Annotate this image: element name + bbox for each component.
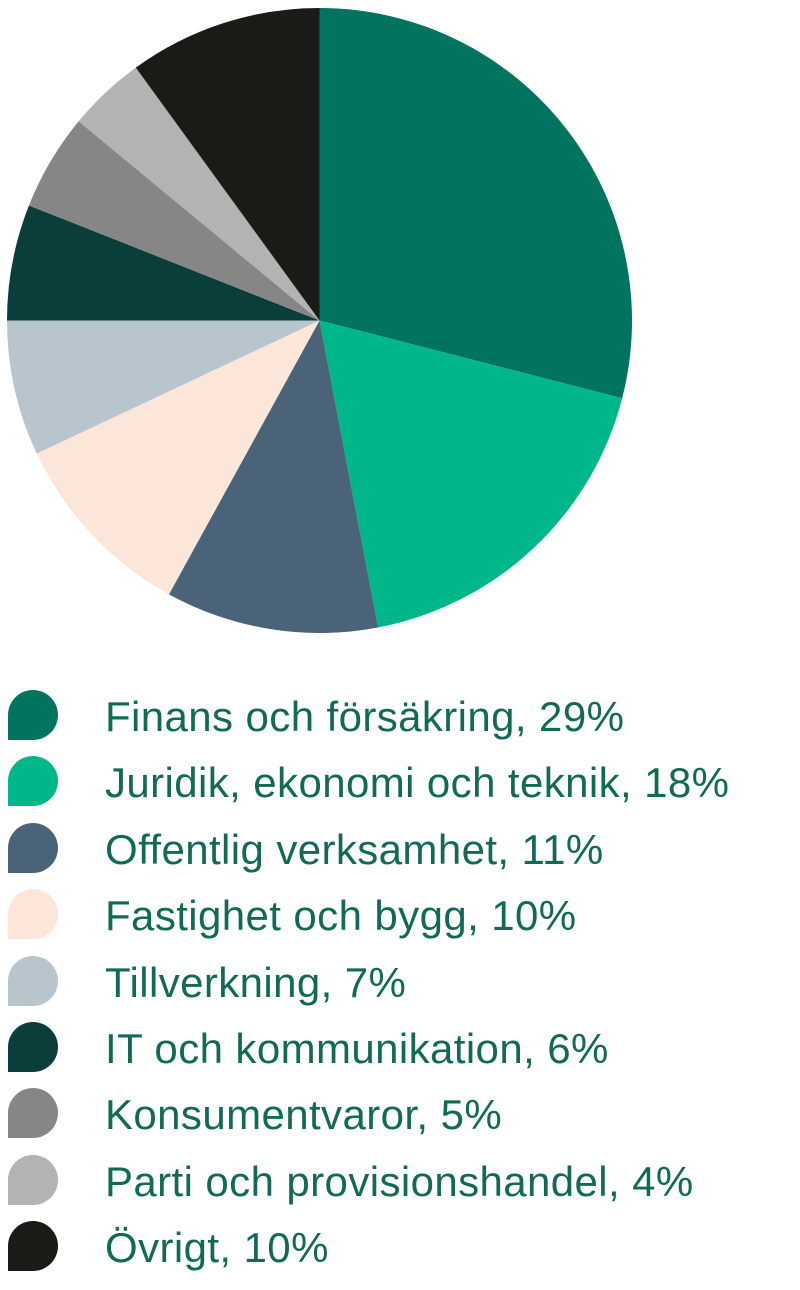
legend-item: Parti och provisionshandel, 4%	[8, 1154, 729, 1205]
legend-label: Tillverkning, 7%	[105, 958, 407, 1006]
legend-swatch-icon	[8, 1021, 58, 1072]
legend-item: Tillverkning, 7%	[8, 955, 729, 1006]
legend-swatch-icon	[8, 1154, 58, 1205]
pie-chart	[7, 8, 632, 633]
legend-swatch-icon	[8, 756, 58, 807]
legend-label: Juridik, ekonomi och teknik, 18%	[105, 759, 730, 807]
legend-label: Parti och provisionshandel, 4%	[105, 1157, 694, 1205]
legend-item: Finans och försäkring, 29%	[8, 690, 729, 740]
pie-slice	[78, 67, 320, 321]
legend-item: Konsumentvaror, 5%	[8, 1088, 729, 1139]
legend-label: IT och kommunikation, 6%	[105, 1024, 609, 1072]
pie-slice	[7, 205, 320, 321]
legend-label: Konsumentvaror, 5%	[105, 1091, 503, 1139]
legend-item: Fastighet och bygg, 10%	[8, 889, 729, 940]
legend-item: Offentlig verksamhet, 11%	[8, 822, 729, 873]
legend-swatch-icon	[8, 1088, 58, 1139]
legend-swatch-icon	[8, 822, 58, 873]
legend-item: IT och kommunikation, 6%	[8, 1021, 729, 1072]
pie-slice	[319, 8, 632, 399]
legend-item: Övrigt, 10%	[8, 1221, 729, 1272]
pie-slice	[168, 320, 379, 633]
chart-legend: Finans och försäkring, 29% Juridik, ekon…	[8, 690, 730, 1272]
pie-slice	[319, 320, 623, 628]
legend-label: Övrigt, 10%	[105, 1224, 329, 1272]
legend-label: Offentlig verksamhet, 11%	[105, 825, 604, 873]
legend-swatch-icon	[8, 889, 58, 940]
legend-label: Finans och försäkring, 29%	[105, 693, 625, 740]
legend-item: Juridik, ekonomi och teknik, 18%	[8, 756, 730, 807]
legend-swatch-icon	[8, 1221, 58, 1272]
pie-slice	[36, 320, 320, 595]
pie-slice	[7, 320, 320, 454]
legend-swatch-icon	[8, 690, 58, 740]
legend-swatch-icon	[8, 955, 58, 1006]
pie-slice	[135, 8, 320, 321]
legend-label: Fastighet och bygg, 10%	[105, 892, 577, 940]
pie-slice	[28, 121, 320, 321]
